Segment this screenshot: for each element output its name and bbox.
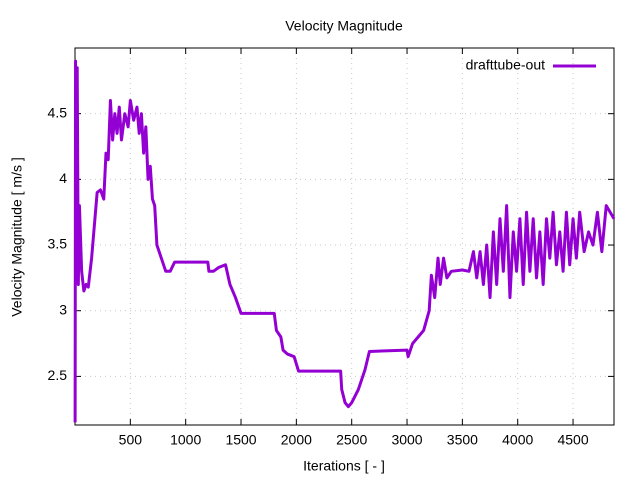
y-tick-label: 3 xyxy=(59,301,67,317)
x-tick-label: 1000 xyxy=(170,432,201,448)
x-tick-label: 4000 xyxy=(502,432,533,448)
y-tick-label: 4.5 xyxy=(48,104,68,120)
x-tick-label: 2000 xyxy=(281,432,312,448)
y-tick-label: 4 xyxy=(59,170,67,186)
y-axis-label: Velocity Magnitude [ m/s ] xyxy=(9,157,25,317)
data-line xyxy=(73,59,616,423)
x-axis-label: Iterations [ - ] xyxy=(303,458,385,474)
x-tick-label: 3500 xyxy=(447,432,478,448)
x-tick-label: 1500 xyxy=(225,432,256,448)
x-tick-label: 4500 xyxy=(557,432,588,448)
y-tick-label: 3.5 xyxy=(48,236,68,252)
x-tick-label: 3000 xyxy=(391,432,422,448)
x-tick-label: 2500 xyxy=(336,432,367,448)
legend-label: drafttube-out xyxy=(466,57,545,73)
y-tick-label: 2.5 xyxy=(48,367,68,383)
chart-title: Velocity Magnitude xyxy=(285,18,403,34)
x-tick-label: 500 xyxy=(119,432,143,448)
